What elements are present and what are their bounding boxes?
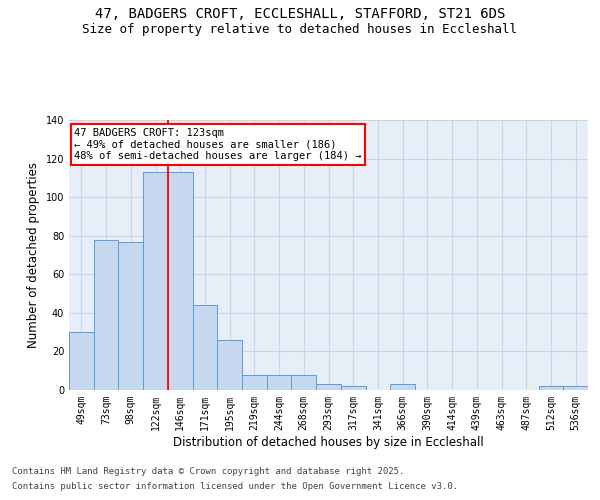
Bar [390,384,415,390]
Text: 47, BADGERS CROFT, ECCLESHALL, STAFFORD, ST21 6DS: 47, BADGERS CROFT, ECCLESHALL, STAFFORD,… [95,8,505,22]
Bar [341,386,365,390]
Bar [69,332,94,390]
Bar [316,384,341,390]
Bar [539,386,563,390]
Text: Contains public sector information licensed under the Open Government Licence v3: Contains public sector information licen… [12,482,458,491]
Text: Contains HM Land Registry data © Crown copyright and database right 2025.: Contains HM Land Registry data © Crown c… [12,467,404,476]
Bar [94,240,118,390]
Bar [563,386,588,390]
Bar [292,374,316,390]
Bar [217,340,242,390]
Bar [267,374,292,390]
Bar [193,305,217,390]
Bar [143,172,168,390]
Bar [168,172,193,390]
Bar [118,242,143,390]
Y-axis label: Number of detached properties: Number of detached properties [27,162,40,348]
X-axis label: Distribution of detached houses by size in Eccleshall: Distribution of detached houses by size … [173,436,484,448]
Bar [242,374,267,390]
Text: Size of property relative to detached houses in Eccleshall: Size of property relative to detached ho… [83,22,517,36]
Text: 47 BADGERS CROFT: 123sqm
← 49% of detached houses are smaller (186)
48% of semi-: 47 BADGERS CROFT: 123sqm ← 49% of detach… [74,128,362,162]
